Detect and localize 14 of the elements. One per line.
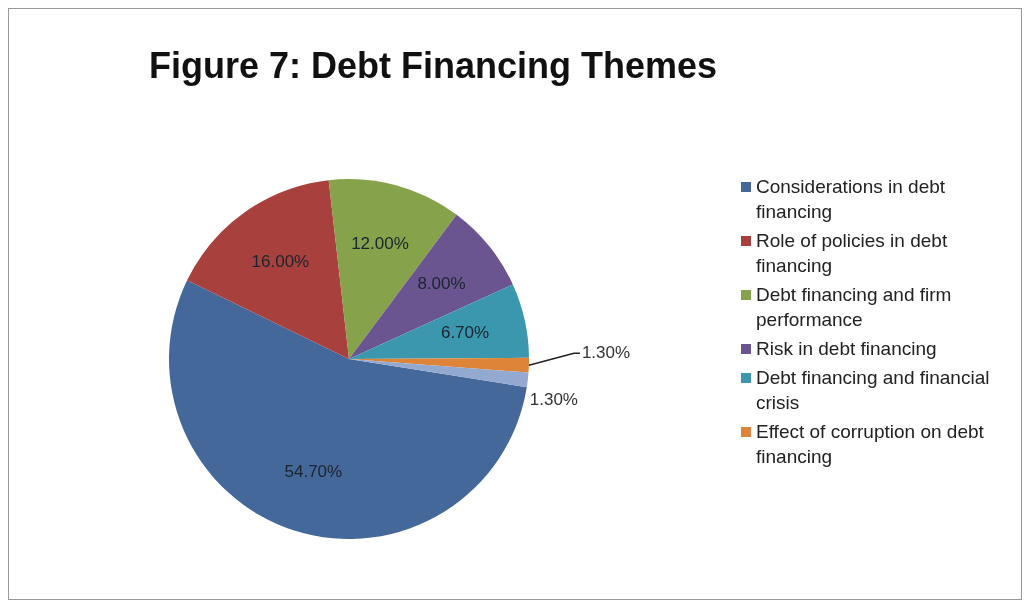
legend-label: Role of policies in debt financing	[756, 229, 949, 278]
chart-title: Figure 7: Debt Financing Themes	[149, 45, 718, 87]
data-label: 54.70%	[284, 462, 343, 482]
legend-label: Risk in debt financing	[756, 337, 937, 361]
legend-label: Debt financing and financial crisis	[756, 366, 991, 415]
legend-label: Considerations in debt financing	[756, 175, 947, 224]
data-label: 6.70%	[440, 323, 490, 343]
data-label: 1.30%	[581, 342, 631, 362]
data-label: 12.00%	[351, 234, 409, 253]
legend-label: Effect of corruption on debt financing	[756, 420, 985, 469]
data-label: 1.30%	[529, 389, 578, 409]
data-label: 16.00%	[251, 251, 310, 271]
data-label: 8.00%	[417, 274, 466, 294]
legend-label: Debt financing and firm performance	[756, 283, 953, 332]
